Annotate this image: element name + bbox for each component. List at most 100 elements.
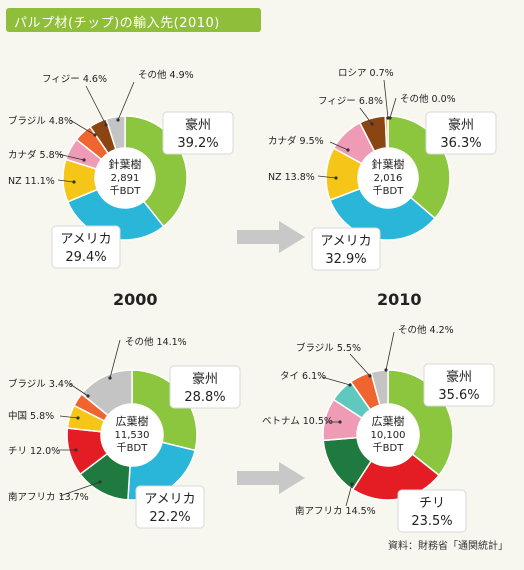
chart-2010-hardwood-callout-1: [397, 489, 467, 533]
chart-2010-hardwood-label-0: 豪州: [446, 369, 472, 385]
chart-2000-softwood-leader-5: [85, 85, 107, 126]
chart-2000-softwood-leader-2: [57, 179, 75, 183]
chart-2010-hardwood-leader-6: [385, 331, 395, 371]
chart-2000-softwood-center-line-0: 針葉樹: [109, 157, 142, 171]
chart-2010-softwood-callout-1: [311, 227, 381, 271]
chart-2010-softwood-leader-3: [329, 141, 349, 151]
chart-2010-hardwood-callout-0: [423, 363, 495, 407]
chart-2010-softwood-center-line-2: 千BDT: [373, 185, 405, 197]
chart-2010-hardwood-label-5: ブラジル 5.5%: [296, 342, 361, 354]
chart-2010-softwood-center-line-0: 針葉樹: [372, 157, 405, 171]
chart-2000-hardwood-leader-dot-6: [108, 376, 112, 380]
chart-2000-hardwood-center-line-2: 千BDT: [117, 442, 149, 454]
chart-2000-softwood-leader-dot-4: [93, 133, 97, 137]
arrow-bottom: [237, 462, 305, 494]
chart-2010-softwood-label-4: フィジー 6.8%: [318, 96, 383, 107]
chart-2010-softwood-value-0: 36.3%: [440, 136, 481, 151]
chart-2000-hardwood-value-1: 22.2%: [149, 510, 190, 525]
chart-2010-softwood-label-3: カナダ 9.5%: [268, 135, 324, 147]
chart-2000-softwood-value-0: 39.2%: [177, 136, 218, 151]
chart-2010-hardwood-leader-4: [321, 376, 351, 386]
year-label-2000: 2000: [113, 290, 158, 309]
chart-2000-softwood-callout-0: [162, 111, 234, 155]
chart-2010-hardwood-center-line-0: 広葉樹: [372, 414, 405, 428]
chart-2010-hardwood-leader-5: [349, 353, 371, 377]
chart-2010-softwood-leader-dot-6: [388, 116, 392, 120]
chart-2000-hardwood-center-line-1: 11,530: [115, 430, 150, 441]
chart-2000-softwood-leader-dot-6: [116, 118, 120, 122]
chart-2010-softwood-center-line-1: 2,016: [374, 173, 403, 184]
chart-2010-hardwood-label-3: ベトナム 10.5%: [262, 416, 333, 427]
chart-2000-hardwood-slice-6: [80, 369, 133, 417]
chart-2000-hardwood-value-0: 28.8%: [184, 390, 225, 405]
chart-2000-softwood-leader-dot-2: [72, 180, 76, 184]
chart-2000-hardwood-leader-dot-5: [86, 394, 90, 398]
chart-2010-softwood-center: [359, 149, 417, 207]
chart-2010-hardwood-center-line-1: 10,100: [371, 430, 406, 441]
chart-2000-hardwood-label-2: 南アフリカ 13.7%: [8, 491, 89, 503]
chart-2000-softwood-center: [96, 149, 154, 207]
chart-2010-softwood-value-1: 32.9%: [325, 252, 366, 267]
year-label-2010: 2010: [377, 290, 422, 309]
chart-2000-softwood-leader-6: [117, 81, 135, 121]
chart-2000-hardwood-label-5: ブラジル 3.4%: [8, 378, 73, 390]
chart-2010-hardwood-label-6: その他 4.2%: [398, 324, 454, 336]
chart-2000-hardwood-center-line-0: 広葉樹: [116, 414, 149, 428]
chart-2010-softwood-leader-4: [359, 107, 373, 125]
chart-2000-hardwood-label-6: その他 14.1%: [125, 336, 187, 348]
chart-2010-hardwood-center: [358, 405, 418, 465]
chart-2010-softwood-slice-5: [384, 115, 389, 149]
chart-2000-softwood-label-4: ブラジル 4.8%: [8, 115, 73, 127]
chart-2000-hardwood-label-4: 中国 5.8%: [8, 410, 54, 422]
arrow-top: [237, 221, 305, 253]
chart-2010-hardwood-slice-6: [370, 369, 389, 406]
chart-2010-hardwood-leader-2: [345, 483, 353, 507]
chart-2010-softwood-leader-2: [317, 175, 337, 179]
chart-2000-softwood-label-2: NZ 11.1%: [8, 176, 55, 187]
chart-2010-hardwood-label-1: チリ: [419, 496, 445, 511]
chart-2000-hardwood-leader-dot-2: [98, 480, 102, 484]
chart-2000-hardwood-leader-dot-3: [74, 448, 78, 452]
chart-2000-softwood-label-3: カナダ 5.8%: [8, 149, 64, 161]
chart-2010-softwood-leader-5: [383, 79, 389, 119]
chart-2000-softwood-leader-4: [69, 119, 96, 136]
chart-2010-hardwood-value-0: 35.6%: [438, 388, 479, 403]
chart-2000-hardwood-leader-dot-4: [76, 416, 80, 420]
chart-2010-softwood-label-2: NZ 13.8%: [268, 172, 315, 183]
chart-2000-softwood-leader-dot-3: [82, 158, 86, 162]
chart-2000-softwood-label-1: アメリカ: [60, 232, 111, 247]
chart-2010-softwood-label-1: アメリカ: [320, 234, 371, 249]
chart-2010-hardwood-label-2: 南アフリカ 14.5%: [295, 505, 376, 517]
chart-2010-softwood-leader-dot-2: [334, 176, 338, 180]
page-title: パルプ材(チップ)の輸入先(2010): [14, 16, 220, 31]
chart-2010-hardwood-leader-dot-5: [368, 374, 372, 378]
chart-2000-softwood-label-0: 豪州: [185, 117, 211, 133]
chart-2000-softwood-slice-6: [105, 115, 126, 151]
chart-2010-softwood-callout-0: [425, 111, 497, 155]
chart-2010-softwood-label-5: ロシア 0.7%: [338, 68, 394, 79]
chart-2010-hardwood-center-line-2: 千BDT: [373, 442, 405, 454]
chart-2000-softwood-value-1: 29.4%: [65, 250, 106, 265]
chart-2010-hardwood-label-4: タイ 6.1%: [280, 371, 326, 382]
chart-2000-hardwood-callout-1: [135, 485, 205, 529]
chart-2010-softwood-leader-dot-4: [370, 122, 374, 126]
chart-2000-hardwood-leader-5: [69, 383, 89, 397]
chart-2000-softwood-leader-3: [57, 153, 85, 161]
chart-2010-softwood-label-6: その他 0.0%: [400, 93, 456, 105]
chart-2010-softwood-slice-1: [329, 187, 437, 241]
source-note: 資料：財務省「通関統計」: [388, 541, 508, 552]
chart-2000-softwood-label-6: その他 4.9%: [138, 69, 194, 81]
chart-2010-hardwood-leader-dot-6: [384, 368, 388, 372]
chart-2000-softwood-leader-dot-5: [104, 123, 108, 127]
chart-2010-hardwood-value-1: 23.5%: [411, 514, 452, 529]
chart-2010-softwood-leader-6: [389, 97, 397, 119]
chart-2000-softwood-center-line-1: 2,891: [111, 173, 140, 184]
title-banner: パルプ材(チップ)の輸入先(2010): [6, 8, 261, 32]
chart-2010-hardwood-leader-dot-4: [348, 383, 352, 387]
